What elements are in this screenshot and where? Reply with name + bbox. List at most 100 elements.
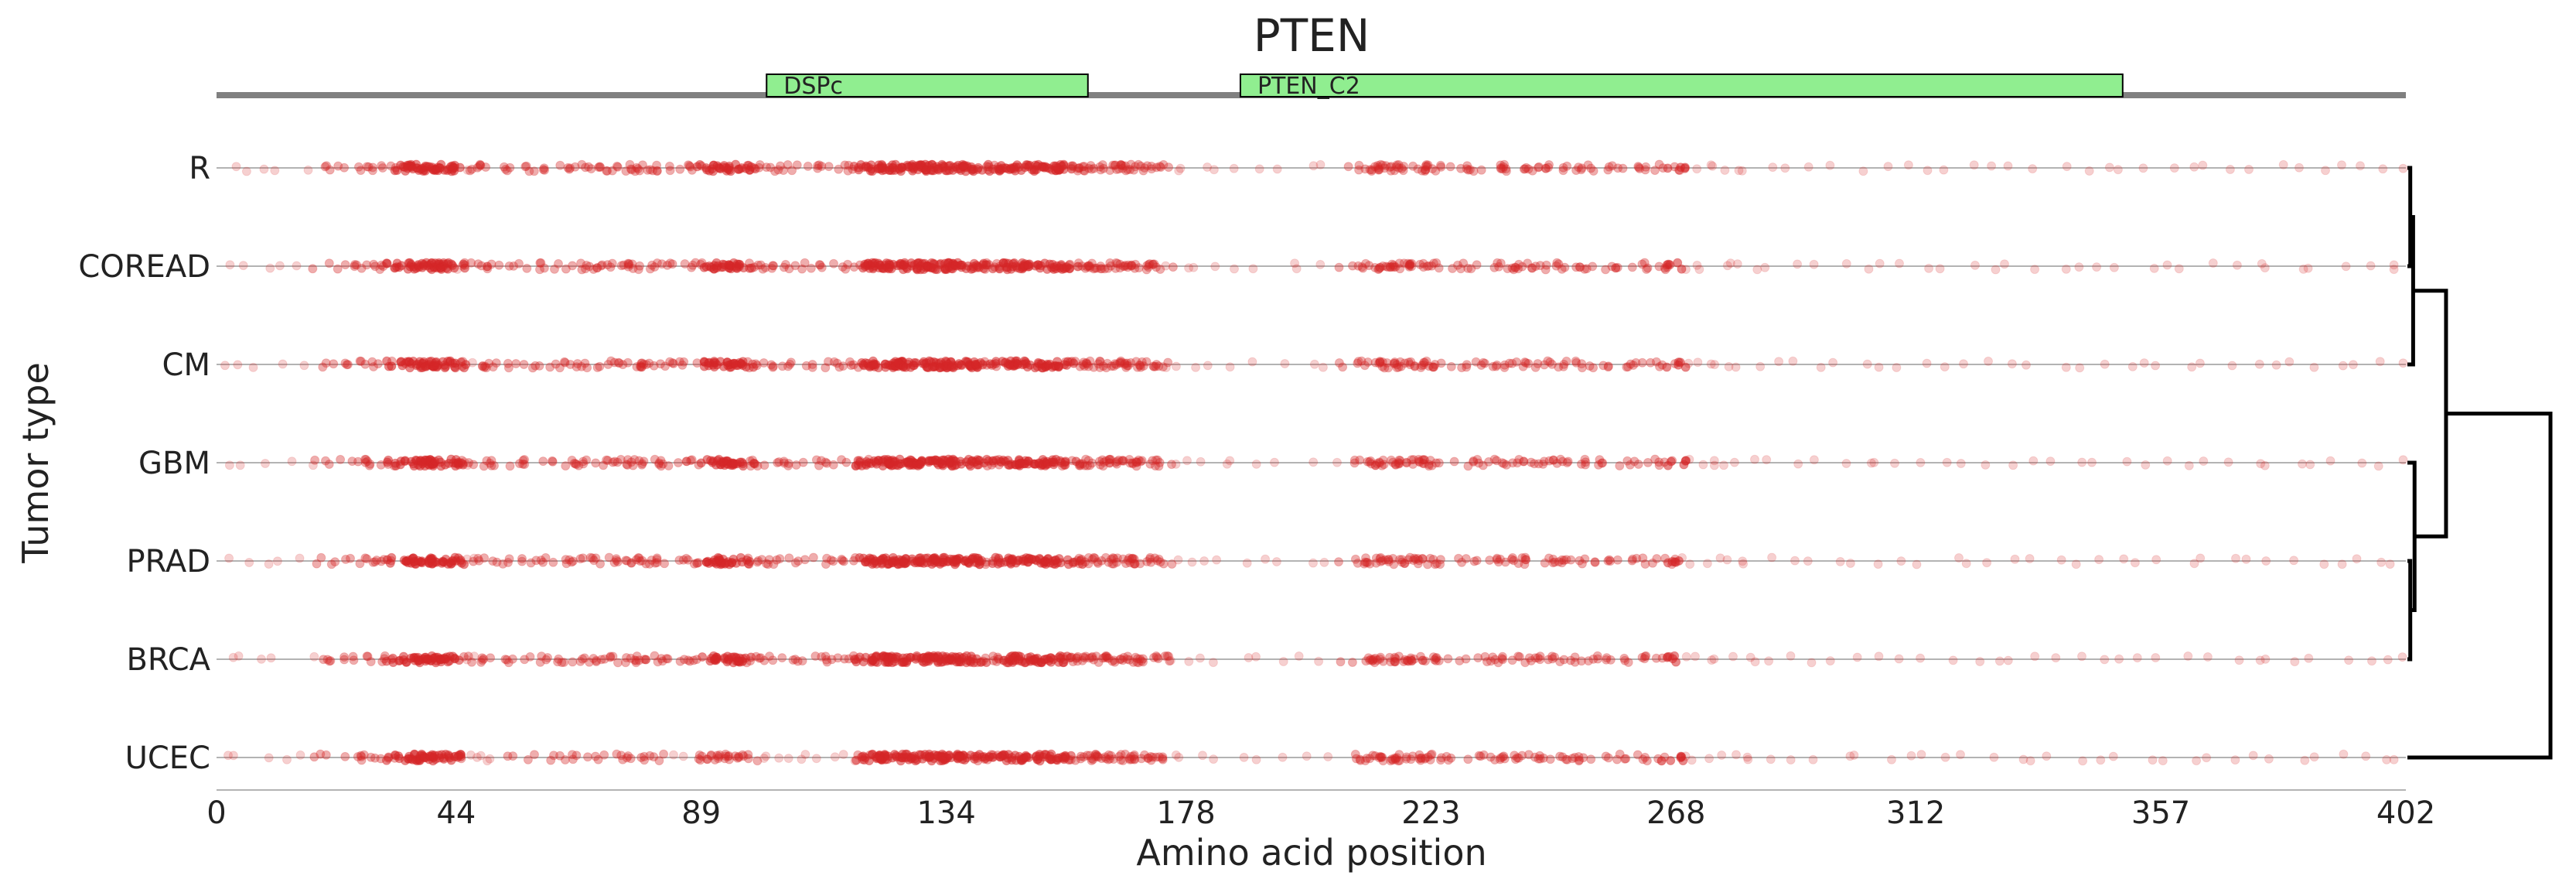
mutation-point: [2341, 262, 2351, 272]
mutation-point: [1196, 457, 1206, 467]
mutation-point: [1575, 556, 1585, 566]
mutation-point: [645, 165, 655, 175]
mutation-point: [467, 164, 477, 174]
mutation-point: [1059, 164, 1069, 174]
mutation-point: [2045, 457, 2056, 467]
mutation-point: [1392, 160, 1402, 170]
mutation-point: [824, 357, 833, 367]
mutation-point: [730, 459, 740, 469]
mutation-point: [270, 166, 280, 176]
mutation-point: [1828, 357, 1838, 368]
mutation-point: [1121, 166, 1131, 176]
mutation-point: [1767, 552, 1777, 563]
mutation-point: [709, 264, 719, 274]
mutation-point: [1520, 552, 1530, 563]
mutation-point: [745, 258, 754, 268]
mutation-point: [382, 258, 392, 268]
mutation-point: [667, 259, 677, 269]
mutation-point: [1984, 356, 1993, 366]
mutation-point: [790, 655, 800, 665]
mutation-point: [2337, 559, 2347, 569]
mutation-point: [1134, 159, 1144, 169]
mutation-point: [348, 651, 358, 662]
mutation-point: [435, 163, 445, 173]
mutation-point: [1719, 460, 1728, 470]
mutation-point: [627, 259, 637, 269]
mutation-point: [1363, 558, 1373, 567]
mutation-point: [1497, 458, 1507, 468]
mutation-point: [743, 754, 753, 764]
domain-label: DSPc: [783, 73, 843, 100]
mutation-point: [1095, 162, 1105, 172]
mutation-point: [1571, 166, 1581, 176]
mutation-point: [363, 162, 374, 172]
mutation-point: [1251, 754, 1261, 764]
mutation-point: [1128, 751, 1138, 761]
mutation-point: [1073, 166, 1083, 176]
mutation-point: [665, 258, 675, 268]
mutation-point: [1623, 658, 1633, 667]
mutation-point: [568, 261, 578, 271]
mutation-point: [225, 260, 235, 270]
mutation-point: [840, 160, 850, 170]
mutation-point: [1378, 756, 1388, 766]
mutation-point: [1709, 460, 1719, 470]
mutation-point: [791, 460, 801, 470]
mutation-point: [1386, 166, 1396, 176]
mutation-point: [649, 752, 659, 762]
mutation-point: [776, 161, 785, 171]
mutation-point: [1123, 165, 1132, 175]
mutation-point: [1540, 163, 1551, 173]
mutation-point: [1496, 163, 1506, 173]
mutation-point: [866, 160, 876, 170]
mutation-point: [483, 262, 493, 272]
mutation-point: [543, 653, 553, 662]
mutation-point: [1387, 162, 1397, 172]
mutation-point: [1479, 750, 1489, 760]
mutation-point: [1083, 456, 1094, 466]
mutation-point: [426, 553, 436, 563]
mutation-point: [1687, 755, 1697, 765]
mutation-point: [320, 162, 330, 172]
mutation-point: [1750, 657, 1760, 667]
mutation-point: [469, 460, 479, 470]
mutation-point: [1557, 555, 1567, 565]
mutation-point: [944, 750, 954, 760]
mutation-point: [681, 457, 691, 467]
mutation-point: [750, 459, 760, 469]
mutation-point: [1400, 358, 1410, 368]
mutation-point: [1652, 554, 1662, 563]
mutation-point: [2231, 553, 2240, 563]
mutation-point: [692, 558, 702, 568]
mutation-point: [1633, 460, 1643, 469]
mutation-point: [2007, 359, 2017, 369]
mutation-point: [1406, 655, 1415, 665]
mutation-point: [1520, 164, 1530, 174]
mutation-point: [1097, 160, 1107, 169]
mutation-point: [954, 752, 964, 762]
mutation-point: [735, 164, 745, 174]
mutation-point: [983, 159, 993, 169]
mutation-point: [2130, 558, 2140, 568]
mutation-point: [503, 658, 513, 668]
chart-title: PTEN: [1254, 9, 1370, 62]
mutation-point: [1182, 456, 1192, 466]
mutation-point: [282, 754, 292, 764]
mutation-point: [264, 559, 274, 569]
mutation-point: [2151, 361, 2161, 371]
mutation-point: [2398, 455, 2408, 465]
mutation-point: [524, 166, 534, 176]
mutation-point: [1078, 162, 1088, 172]
mutation-point: [2261, 556, 2271, 566]
mutation-point: [1576, 165, 1586, 175]
mutation-point: [1136, 161, 1146, 171]
mutation-point: [2376, 557, 2387, 567]
mutation-point: [769, 261, 779, 271]
mutation-point: [1125, 165, 1135, 175]
mutation-point: [2361, 751, 2371, 761]
mutation-point: [1640, 559, 1650, 569]
mutation-point: [2084, 166, 2094, 176]
mutation-point: [1641, 162, 1651, 172]
mutation-point: [678, 751, 688, 761]
mutation-point: [2087, 457, 2097, 467]
